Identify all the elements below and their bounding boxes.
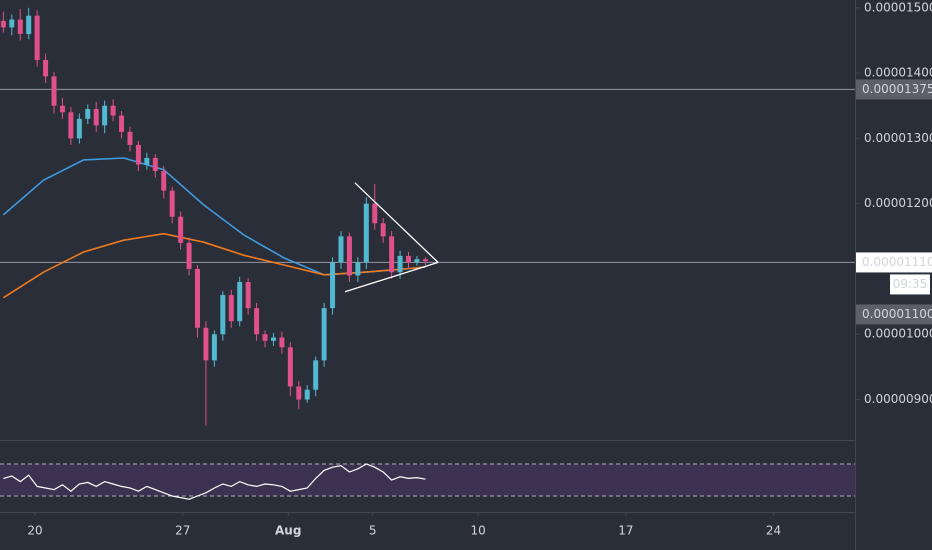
x-tick-label: 10	[471, 524, 486, 538]
x-tick-label: 20	[27, 524, 42, 538]
countdown-box	[890, 274, 930, 295]
candle-body	[144, 157, 150, 165]
price-label-box	[856, 252, 932, 273]
candle-body	[178, 216, 184, 243]
candle-body	[422, 259, 428, 262]
candle-body	[169, 190, 175, 217]
candle-body	[26, 15, 32, 34]
candle-body	[127, 131, 133, 145]
rsi-line	[3, 463, 426, 500]
candle-body	[389, 236, 395, 273]
candle-body	[321, 308, 327, 361]
y-tick-label: 0.00001500	[864, 0, 932, 14]
candle-body	[43, 60, 49, 77]
candle-body	[211, 334, 217, 361]
candle-body	[330, 262, 336, 309]
x-tick-label: 5	[369, 524, 377, 538]
candle-body	[338, 236, 344, 263]
candle-body	[304, 389, 310, 400]
candle-body	[313, 360, 319, 390]
candle-body	[355, 262, 361, 276]
candle-body	[237, 282, 243, 322]
candle-body	[254, 308, 260, 335]
x-tick-label: Aug	[275, 524, 301, 538]
candle-body	[414, 259, 420, 263]
y-tick-label: 0.00001200	[864, 196, 932, 210]
x-tick-label: 27	[175, 524, 190, 538]
candle-body	[0, 20, 6, 28]
candle-body	[68, 112, 74, 139]
candle-body	[296, 386, 302, 400]
candle-body	[287, 347, 293, 387]
y-tick-label: 0.00000900	[864, 392, 932, 406]
candle-body	[397, 255, 403, 273]
candle-body	[372, 203, 378, 224]
candle-body	[85, 109, 91, 119]
candle-body	[17, 19, 23, 34]
candle-body	[406, 255, 412, 263]
candle-body	[228, 295, 234, 322]
candle-body	[110, 105, 116, 116]
y-tick-label: 0.00001400	[864, 66, 932, 80]
candle-body	[186, 242, 192, 269]
candle-body	[152, 157, 158, 172]
price-label-box	[856, 304, 932, 325]
candle-body	[380, 223, 386, 237]
candle-body	[59, 105, 65, 113]
price-label-box	[856, 79, 932, 100]
trendline	[354, 182, 439, 263]
price-label: 0.00001110	[862, 255, 932, 269]
countdown: 09:35	[893, 277, 928, 291]
candle-body	[270, 337, 276, 341]
candle-body	[76, 118, 82, 139]
price-label: 0.00001100	[862, 307, 932, 321]
candle-body	[102, 105, 108, 126]
candle-body	[346, 236, 352, 276]
moving-average	[2, 232, 426, 299]
rsi-band	[0, 464, 855, 496]
candle-body	[279, 337, 285, 348]
candle-body	[161, 171, 167, 191]
candle-body	[93, 109, 99, 126]
candle-body	[363, 203, 369, 263]
candle-body	[119, 115, 125, 132]
y-tick-label: 0.00001300	[864, 131, 932, 145]
x-tick-label: 17	[618, 524, 633, 538]
price-label: 0.00001375	[862, 82, 932, 96]
candle-body	[51, 76, 57, 106]
y-tick-label: 0.00001000	[864, 327, 932, 341]
candle-body	[135, 144, 141, 165]
candle-body	[262, 334, 268, 341]
x-tick-label: 24	[766, 524, 781, 538]
price-pane	[0, 7, 855, 426]
trendline	[344, 261, 439, 293]
candle-body	[245, 282, 251, 309]
candle-body	[34, 15, 40, 61]
candle-body	[203, 327, 209, 361]
candle-body	[220, 295, 226, 335]
candle-body	[9, 19, 15, 28]
candle-body	[195, 268, 201, 328]
